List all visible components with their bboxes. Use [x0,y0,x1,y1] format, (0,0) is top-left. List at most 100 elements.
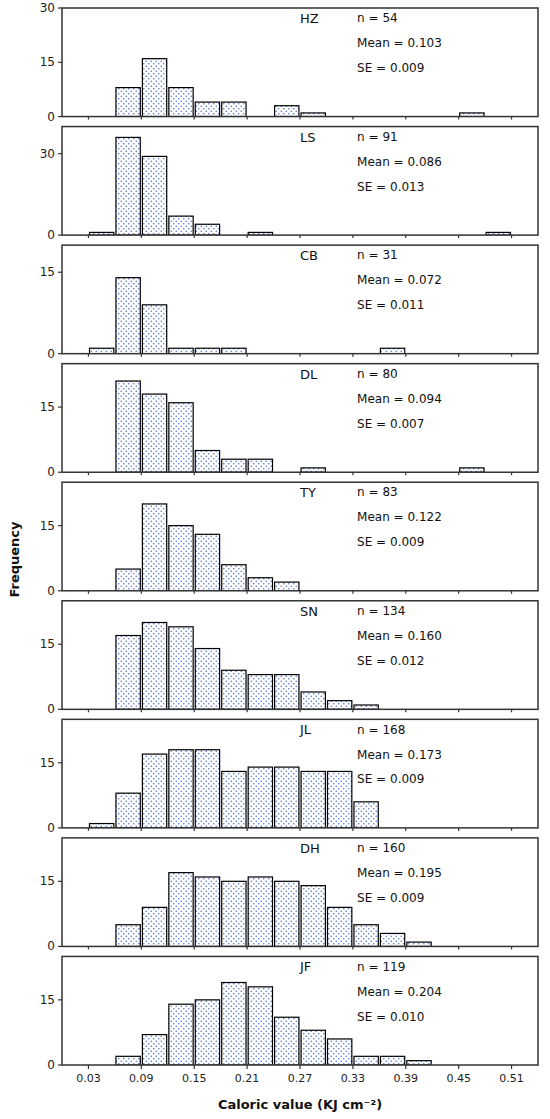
x-tick [299,235,300,238]
plot-area [62,838,538,947]
annotation: DL [300,367,318,382]
panel: 01530HZn = 54Mean = 0.103SE = 0.009 [40,1,538,124]
y-tick-label: 15 [40,756,55,770]
x-tick-label: 0.03 [76,1072,101,1085]
bar [116,137,140,235]
bar [222,565,246,591]
bar [116,636,140,710]
bar [142,1035,166,1065]
panel: 015SNn = 134Mean = 0.160SE = 0.012 [40,601,538,717]
x-tick [88,117,89,120]
x-tick [352,709,353,712]
y-tick [58,881,62,882]
bars [90,750,379,828]
y-tick-label: 0 [47,821,55,835]
x-tick-label: 0.51 [499,1072,524,1085]
x-tick [352,472,353,475]
x-tick [299,1065,300,1069]
x-tick [352,235,353,238]
x-tick [299,946,300,949]
annotation: n = 83 [357,485,398,499]
annotation: n = 160 [357,841,405,855]
annotation: n = 91 [357,130,398,144]
bar [328,771,352,827]
bar [248,578,272,591]
y-tick [58,525,62,526]
x-tick [405,235,406,238]
x-tick [511,235,512,238]
x-tick [511,828,512,831]
bars [116,873,431,947]
bar [275,675,299,710]
annotation: SE = 0.009 [357,61,424,75]
annotation: n = 134 [357,604,405,618]
bar [169,216,193,235]
x-tick [458,1065,459,1069]
y-tick-label: 0 [47,110,55,124]
frame [62,8,538,117]
x-tick [247,1065,248,1069]
x-tick [458,828,459,831]
bar [380,1056,404,1065]
plot-area [62,245,538,354]
plot-area [62,956,538,1065]
annotation: Mean = 0.160 [357,629,442,643]
bar [380,933,404,946]
frame [62,127,538,236]
bar [116,925,140,947]
bar [142,394,166,472]
bar [142,622,166,709]
bar [248,987,272,1065]
x-tick [194,235,195,238]
x-tick [458,709,459,712]
bar [195,877,219,946]
panel: 015JLn = 168Mean = 0.173SE = 0.009 [40,719,538,835]
annotation: HZ [300,11,319,26]
bar [169,873,193,947]
x-tick [194,946,195,949]
annotation: SE = 0.009 [357,772,424,786]
bar [222,881,246,946]
x-tick-label: 0.27 [288,1072,313,1085]
x-tick [299,709,300,712]
y-tick [58,353,62,354]
x-tick [247,235,248,238]
x-tick [458,591,459,594]
annotation: Mean = 0.086 [357,155,442,169]
y-tick [58,1064,62,1065]
panel: 015TYn = 83Mean = 0.122SE = 0.009 [40,482,538,598]
bars [116,381,484,472]
frame [62,601,538,710]
frame [62,719,538,828]
y-tick [58,406,62,407]
y-tick [58,272,62,273]
bar [195,534,219,590]
x-tick [458,117,459,120]
frame [62,838,538,947]
x-axis-label: Caloric value (KJ cm⁻²) [218,1097,382,1112]
x-tick [247,354,248,357]
y-axis-label: Frequency [7,521,22,598]
bar [195,750,219,828]
x-tick-label: 0.39 [394,1072,419,1085]
plot-area [62,8,538,117]
annotation: Mean = 0.103 [357,36,442,50]
y-tick-label: 15 [40,55,55,69]
x-tick [141,1065,142,1069]
y-tick-label: 30 [40,147,55,161]
y-tick [58,472,62,473]
y-tick [58,999,62,1000]
frame [62,245,538,354]
x-tick [88,946,89,949]
bar [142,907,166,946]
x-tick [141,235,142,238]
bar [275,582,299,591]
x-tick [194,828,195,831]
x-tick [352,1065,353,1069]
bar [275,1017,299,1065]
x-tick [299,828,300,831]
bar [301,771,325,827]
bar [195,348,219,353]
x-tick [405,117,406,120]
annotation: Mean = 0.072 [357,273,442,287]
